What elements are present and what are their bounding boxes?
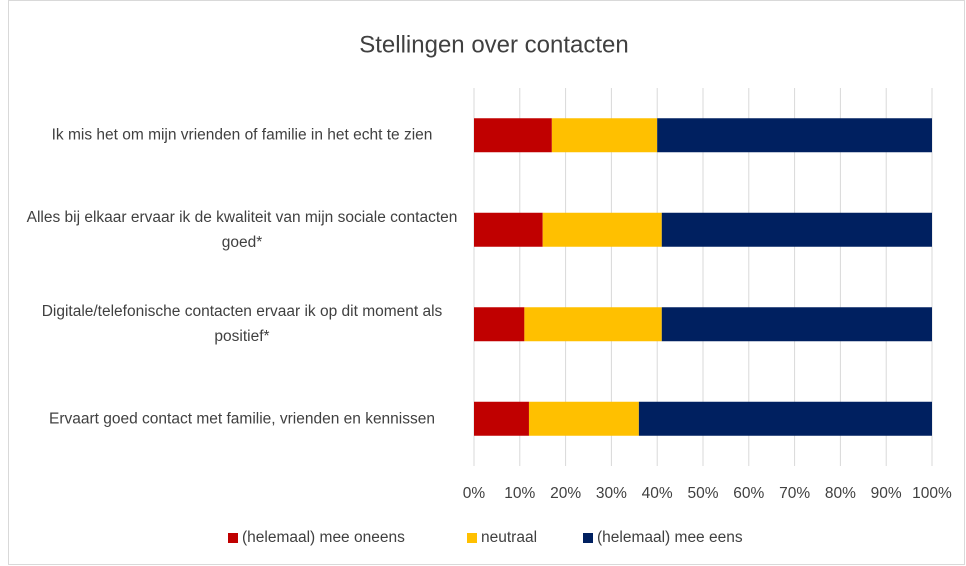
legend-label: neutraal [481, 529, 537, 546]
y-tick-label: Ik mis het om mijn vrienden of familie i… [51, 126, 433, 144]
y-tick-label: Ervaart goed contact met familie, vriend… [49, 410, 435, 428]
x-tick-label: 40% [642, 485, 673, 502]
legend-label: (helemaal) mee oneens [242, 529, 405, 546]
y-tick-label: Digitale/telefonische contacten ervaar i… [41, 303, 443, 346]
chart-title: Stellingen over contacten [359, 31, 629, 58]
bar-segment [524, 307, 662, 342]
bar-segment [661, 307, 932, 342]
legend-swatch [583, 533, 593, 543]
bar-segment [661, 212, 932, 247]
legend-swatch [467, 533, 477, 543]
bar-segment [542, 212, 662, 247]
y-tick-label: Alles bij elkaar ervaar ik de kwaliteit … [26, 208, 458, 251]
x-tick-label: 80% [825, 485, 856, 502]
x-tick-label: 60% [733, 485, 764, 502]
legend-label: (helemaal) mee eens [597, 529, 743, 546]
x-tick-label: 50% [687, 485, 718, 502]
bar-segment [528, 401, 639, 436]
bar-segment [474, 401, 529, 436]
bar-segment [551, 118, 658, 153]
bar-segment [474, 118, 552, 153]
x-tick-label: 30% [596, 485, 627, 502]
bar-segment [638, 401, 932, 436]
x-tick-label: 0% [463, 485, 486, 502]
x-tick-label: 20% [550, 485, 581, 502]
x-tick-label: 90% [871, 485, 902, 502]
x-tick-label: 100% [912, 485, 952, 502]
bar-segment [474, 212, 543, 247]
x-tick-label: 10% [504, 485, 535, 502]
x-tick-label: 70% [779, 485, 810, 502]
legend-swatch [228, 533, 238, 543]
bar-segment [657, 118, 932, 153]
bar-segment [474, 307, 525, 342]
chart-frame [8, 0, 965, 565]
